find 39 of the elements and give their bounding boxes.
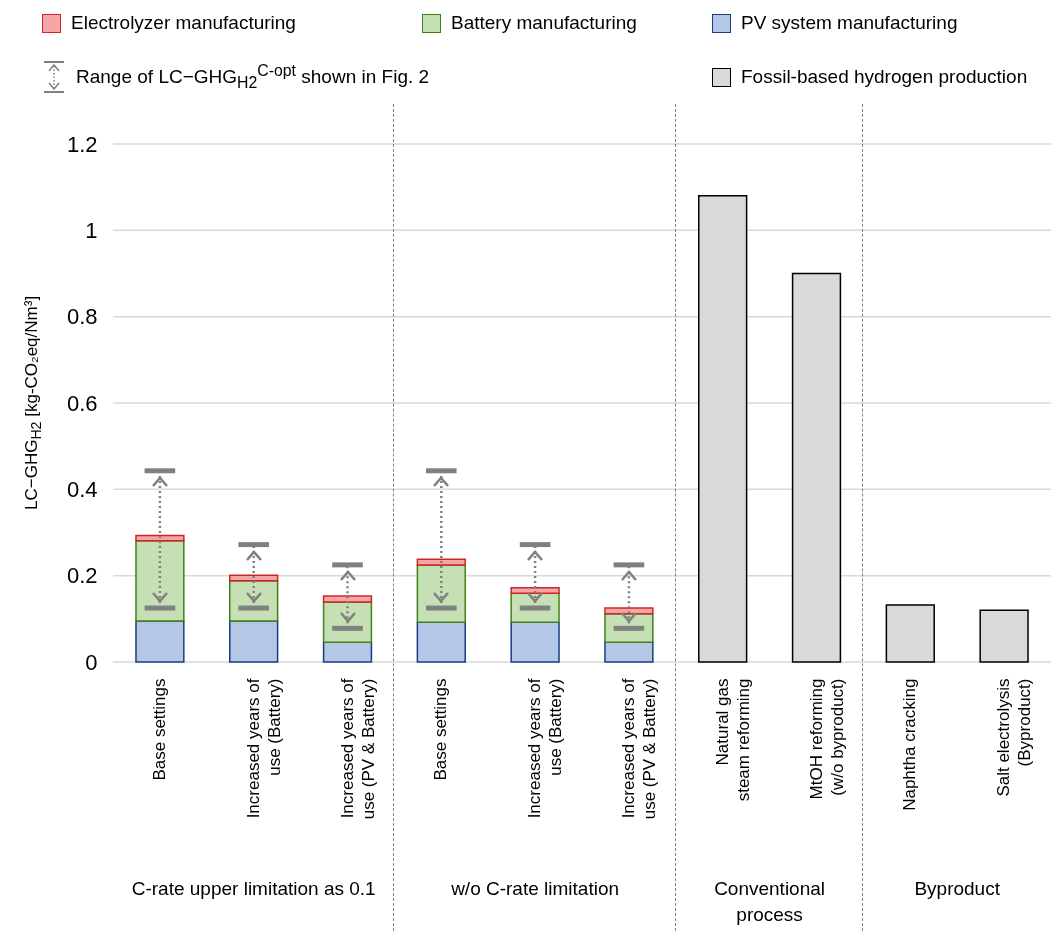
bar [135,620,185,663]
y-tick-label: 1.2 [66,131,98,157]
x-tick-label: Increased years of use (Battery) [243,678,284,819]
bar [229,620,279,663]
x-tick-label: Base settings [149,678,169,781]
legend-label: PV system manufacturing [741,12,958,34]
x-tick-label: Increased years of use (Battery) [525,678,566,819]
legend-label: Battery manufacturing [451,12,637,34]
bar [135,534,185,542]
bar [510,587,560,595]
x-tick-label: Increased years of use (PV & Battery) [337,678,378,820]
y-tick-label: 0 [85,649,98,675]
x-tick-label: Salt electrolysis (Byproduct) [994,678,1035,797]
x-tick-label: Naphtha cracking [900,678,920,811]
text: Byproduct [913,877,1001,901]
text: Conventional process [713,877,827,927]
bar [604,607,654,615]
bar [322,595,373,603]
x-tick-label: Base settings [431,678,451,781]
bar [604,641,654,663]
text: w/o C-rate limitation [450,877,621,901]
bar [416,621,466,663]
legend-label: Fossil-based hydrogen production [741,66,1028,88]
text: Range of LC−GHG$_{H2}$$^{C-opt}$ shown in Fig. 2 [76,61,430,93]
legend-label: Electrolyzer manufacturing [71,12,296,34]
y-tick-label: 0.4 [66,476,98,502]
y-tick-label: 0.2 [66,563,98,589]
bar [416,558,466,566]
bar [229,574,279,582]
y-tick-label: 0.6 [66,390,98,416]
y-tick-label: 1 [85,217,98,243]
bar [322,641,373,663]
bar [510,621,560,663]
x-tick-label: Increased years of use (PV & Battery) [618,678,659,820]
text: C-rate upper limitation as 0.1 [130,877,377,901]
bar [416,564,466,624]
bar [135,539,185,622]
x-tick-label: MtOH reforming (w/o byproduct) [806,678,847,800]
y-tick-label: 0.8 [66,304,98,330]
